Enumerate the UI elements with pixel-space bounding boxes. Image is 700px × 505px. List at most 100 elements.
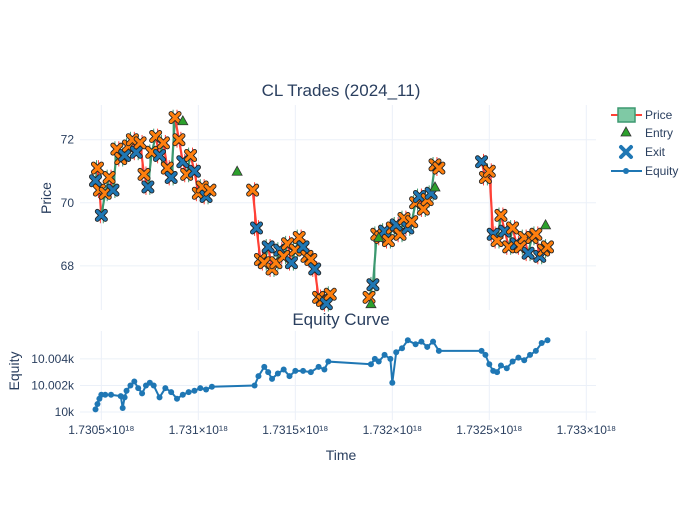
exit-marker	[188, 165, 201, 177]
equity-point	[544, 337, 551, 344]
legend[interactable]: Price Entry Exit Equity	[611, 107, 678, 178]
equity-point	[367, 361, 374, 368]
time-axis-title: Time	[326, 447, 357, 463]
x-tick-label: 1.7305×10¹⁸	[68, 423, 134, 437]
exit-marker	[475, 156, 488, 168]
entry-marker	[539, 219, 552, 230]
equity-point	[131, 378, 138, 385]
equity-point	[315, 363, 322, 370]
equity-y-tick-label: 10.004k	[31, 352, 75, 366]
equity-point	[393, 349, 400, 356]
exit-marker	[297, 241, 309, 253]
exit-marker	[262, 241, 274, 253]
exit-marker	[406, 216, 418, 228]
exit-marker	[103, 171, 115, 184]
equity-point	[321, 366, 328, 373]
entry-marker	[177, 114, 189, 126]
legend-x-icon	[619, 145, 633, 159]
equity-point	[286, 373, 293, 380]
equity-point	[399, 345, 406, 352]
equity-point	[92, 406, 99, 413]
equity-point	[119, 405, 126, 412]
equity-point	[503, 365, 510, 372]
equity-point	[509, 358, 516, 365]
equity-point	[307, 369, 314, 376]
equity-point	[121, 394, 128, 401]
exit-marker	[153, 149, 166, 162]
exit-marker	[130, 146, 142, 158]
legend-equity-icon	[623, 168, 629, 174]
equity-y-tick-label: 10.002k	[31, 378, 75, 392]
equity-point	[108, 391, 115, 398]
equity-point	[265, 369, 272, 376]
legend-item-equity[interactable]: Equity	[611, 164, 678, 178]
exit-marker	[305, 253, 317, 266]
equity-point	[381, 351, 388, 358]
legend-item-price[interactable]: Price	[611, 107, 673, 123]
equity-point	[123, 387, 130, 394]
entry-marker	[373, 231, 385, 242]
x-tick-label: 1.732×10¹⁸	[363, 423, 422, 437]
equity-series	[92, 337, 551, 413]
equity-point	[94, 401, 101, 408]
exit-marker	[250, 222, 263, 234]
equity-point	[168, 389, 175, 396]
exit-marker	[541, 241, 554, 253]
legend-item-entry[interactable]: Entry	[620, 126, 673, 140]
equity-point	[325, 358, 332, 365]
equity-point	[274, 370, 281, 377]
equity-point	[185, 389, 192, 396]
x-tick-label: 1.7325×10¹⁸	[456, 423, 522, 437]
equity-point	[292, 367, 299, 374]
legend-label-entry: Entry	[645, 126, 673, 140]
entry-marker	[365, 297, 377, 309]
exit-marker	[247, 184, 259, 196]
exit-marker	[309, 263, 321, 275]
exit-marker	[522, 247, 534, 259]
equity-point	[269, 375, 276, 382]
equity-point	[156, 394, 163, 401]
equity-point	[179, 391, 186, 398]
exit-marker	[95, 209, 107, 221]
price-axis-title: Price	[38, 182, 54, 214]
exit-marker	[161, 162, 173, 174]
grid-layer	[80, 105, 596, 420]
exit-marker	[173, 134, 185, 146]
legend-label-exit: Exit	[645, 145, 666, 159]
equity-point	[150, 382, 157, 389]
exit-marker	[320, 298, 332, 310]
exit-marker	[324, 288, 336, 300]
exit-marker	[506, 222, 519, 234]
equity-point	[404, 337, 411, 344]
price-y-tick-label: 68	[61, 259, 75, 273]
equity-point	[162, 385, 169, 392]
exit-marker	[491, 235, 503, 247]
price-y-tick-label: 72	[61, 133, 75, 147]
equity-point	[515, 354, 522, 361]
legend-triangle-icon	[620, 126, 632, 137]
equity-point	[139, 390, 146, 397]
equity-point	[435, 347, 442, 354]
entry-marker	[231, 165, 243, 176]
exit-marker	[293, 231, 305, 244]
equity-point	[135, 385, 142, 392]
equity-point	[255, 373, 262, 380]
exit-marker	[107, 184, 119, 196]
exit-marker	[89, 175, 102, 187]
equity-y-tick-label: 10k	[55, 405, 75, 419]
equity-point	[387, 355, 394, 362]
equity-point	[191, 387, 198, 394]
equity-point	[389, 379, 396, 386]
equity-point	[208, 383, 215, 390]
exit-marker	[169, 112, 181, 124]
exit-marker	[382, 235, 395, 247]
equity-point	[532, 347, 539, 354]
trade-markers	[89, 111, 555, 311]
equity-point	[375, 358, 382, 365]
legend-item-exit[interactable]: Exit	[619, 145, 666, 159]
axis-labels: 68 70 72 10k 10.002k 10.004k 1.7305×10¹⁸ 1.731×…	[31, 133, 616, 437]
equity-point	[418, 338, 425, 345]
legend-candle-icon	[617, 107, 636, 123]
x-tick-label: 1.731×10¹⁸	[169, 423, 228, 437]
